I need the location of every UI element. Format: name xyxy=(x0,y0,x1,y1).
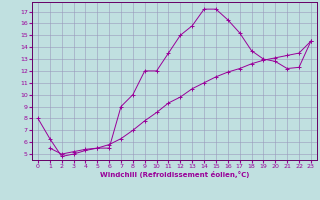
X-axis label: Windchill (Refroidissement éolien,°C): Windchill (Refroidissement éolien,°C) xyxy=(100,171,249,178)
